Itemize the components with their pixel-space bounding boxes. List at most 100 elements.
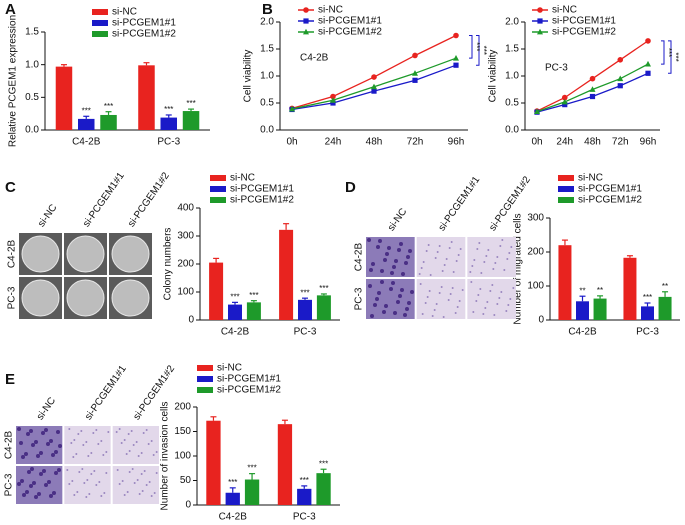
- panel-letter: C: [5, 179, 16, 196]
- cell-dot: [95, 484, 98, 486]
- cell-dot: [147, 443, 150, 445]
- legend-label: si-PCGEM1#1: [578, 184, 642, 195]
- cell-dot: [391, 281, 395, 285]
- x-tick-label: PC-3: [294, 327, 317, 338]
- point: [645, 70, 651, 76]
- point: [617, 75, 624, 82]
- y-tick-label: 400: [177, 203, 194, 214]
- image-tile: [64, 466, 111, 504]
- point: [371, 88, 377, 94]
- legend-label: si-PCGEM1#1: [217, 374, 281, 385]
- cell-dot: [46, 442, 50, 446]
- cell-dot: [471, 265, 474, 267]
- cell-dot: [496, 303, 499, 305]
- point: [453, 54, 459, 61]
- cell-dot: [448, 247, 451, 249]
- cell-dot: [485, 255, 488, 257]
- cell-dot: [39, 451, 43, 455]
- well: [111, 235, 150, 273]
- cell-dot: [505, 310, 508, 312]
- x-tick-label: PC-3: [293, 512, 316, 523]
- cell-dot: [85, 496, 88, 498]
- y-tick-label: 200: [527, 247, 544, 258]
- legend-marker: [537, 7, 543, 13]
- cell-dot: [54, 450, 58, 454]
- point: [561, 94, 568, 101]
- significance: ***: [230, 292, 239, 301]
- cell-dot: [440, 286, 443, 288]
- image-tile: [366, 279, 415, 319]
- cell-dot: [396, 300, 400, 304]
- cell-dot: [478, 242, 481, 244]
- cell-dot: [512, 287, 515, 289]
- bar: [160, 117, 177, 130]
- cell-dot: [477, 294, 480, 296]
- point: [330, 100, 336, 106]
- cell-dot: [41, 431, 45, 435]
- bar: [623, 257, 637, 320]
- cell-dot: [484, 307, 487, 309]
- cell-dot: [368, 284, 372, 288]
- significance: ***: [319, 459, 328, 468]
- y-tick-label: 1.5: [25, 27, 39, 38]
- cell-dot: [451, 287, 454, 289]
- cell-dot: [150, 440, 153, 442]
- y-tick-label: 1.0: [25, 59, 39, 70]
- cell-dot: [508, 252, 511, 254]
- point: [645, 38, 651, 44]
- bar: [209, 262, 224, 320]
- cell-dot: [85, 441, 88, 443]
- y-tick-label: 1.5: [505, 44, 519, 55]
- cell-dot: [404, 261, 408, 265]
- y-tick-label: 100: [174, 451, 191, 462]
- bar: [316, 473, 331, 505]
- cell-dot: [380, 269, 384, 273]
- cell-dot: [68, 428, 71, 430]
- cell-dot: [105, 451, 108, 453]
- cell-dot: [494, 262, 497, 264]
- y-tick-label: 0: [188, 315, 194, 326]
- bar: [55, 66, 73, 130]
- cell-dot: [36, 454, 40, 458]
- x-tick-label: 0h: [286, 137, 297, 148]
- cell-dot: [422, 261, 425, 263]
- cell-dot: [52, 491, 56, 495]
- cell-dot: [82, 444, 85, 446]
- cell-dot: [441, 270, 444, 272]
- panel-letter: A: [5, 1, 16, 18]
- well: [111, 279, 150, 317]
- cell-dot: [401, 272, 405, 276]
- y-tick-label: 2.0: [505, 17, 519, 28]
- cell-dot: [123, 494, 126, 496]
- cell-dot: [510, 246, 513, 248]
- cell-dot: [424, 302, 427, 304]
- legend-swatch: [92, 20, 108, 26]
- cell-dot: [461, 289, 464, 291]
- well: [21, 235, 60, 273]
- cell-dot: [47, 480, 51, 484]
- bar: [78, 118, 95, 130]
- bracket: [476, 35, 480, 66]
- cell-dot: [487, 249, 490, 251]
- point: [330, 97, 336, 103]
- bar: [246, 302, 261, 320]
- cell-dot: [34, 495, 38, 499]
- cell-dot: [390, 271, 394, 275]
- cell-dot: [71, 480, 74, 482]
- bar: [228, 304, 242, 320]
- cell-dot: [367, 238, 371, 242]
- bar: [593, 298, 607, 320]
- bar: [225, 492, 240, 505]
- cell-dot: [385, 252, 389, 256]
- cell-dot: [500, 291, 503, 293]
- significance: ***: [671, 52, 680, 61]
- cell-dot: [21, 455, 25, 459]
- cell-dot: [450, 241, 453, 243]
- significance: ***: [319, 284, 328, 293]
- y-tick-label: 100: [527, 281, 544, 292]
- cell-dot: [380, 280, 384, 284]
- legend-label: si-NC: [217, 363, 242, 374]
- point: [562, 102, 568, 108]
- cell-dot: [492, 268, 495, 270]
- y-tick-label: 1.0: [260, 71, 274, 82]
